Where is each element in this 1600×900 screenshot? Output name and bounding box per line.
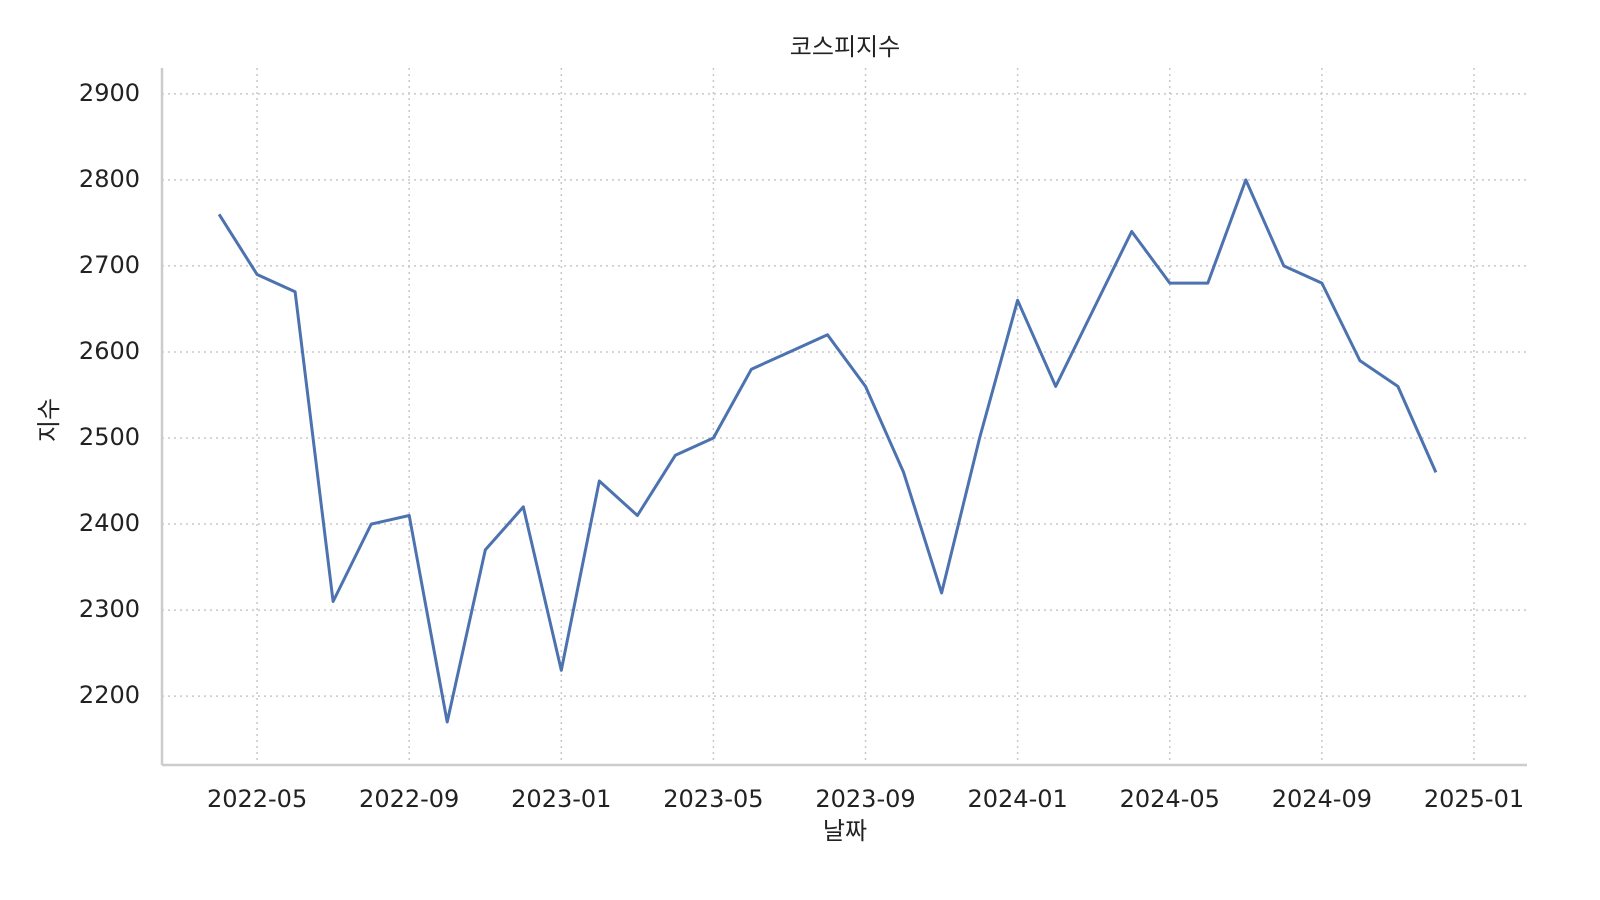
x-tick-label: 2023-05 [663, 785, 763, 813]
x-tick-label: 2022-09 [359, 785, 459, 813]
y-tick-label: 2200 [79, 681, 140, 709]
x-tick-label: 2025-01 [1424, 785, 1524, 813]
x-tick-label: 2023-09 [815, 785, 915, 813]
x-tick-label: 2024-01 [967, 785, 1067, 813]
y-tick-label: 2700 [79, 251, 140, 279]
y-tick-label: 2800 [79, 165, 140, 193]
y-axis-label: 지수 [35, 398, 63, 442]
x-axis-label: 날짜 [823, 817, 867, 845]
x-tick-label: 2024-05 [1120, 785, 1220, 813]
chart-title: 코스피지수 [790, 33, 900, 61]
x-tick-label: 2023-01 [511, 785, 611, 813]
x-tick-label: 2024-09 [1272, 785, 1372, 813]
y-tick-label: 2900 [79, 79, 140, 107]
y-tick-label: 2300 [79, 595, 140, 623]
y-tick-label: 2600 [79, 337, 140, 365]
line-series [217, 178, 1438, 724]
y-tick-label: 2400 [79, 509, 140, 537]
x-tick-label: 2022-05 [207, 785, 307, 813]
y-tick-label: 2500 [79, 423, 140, 451]
